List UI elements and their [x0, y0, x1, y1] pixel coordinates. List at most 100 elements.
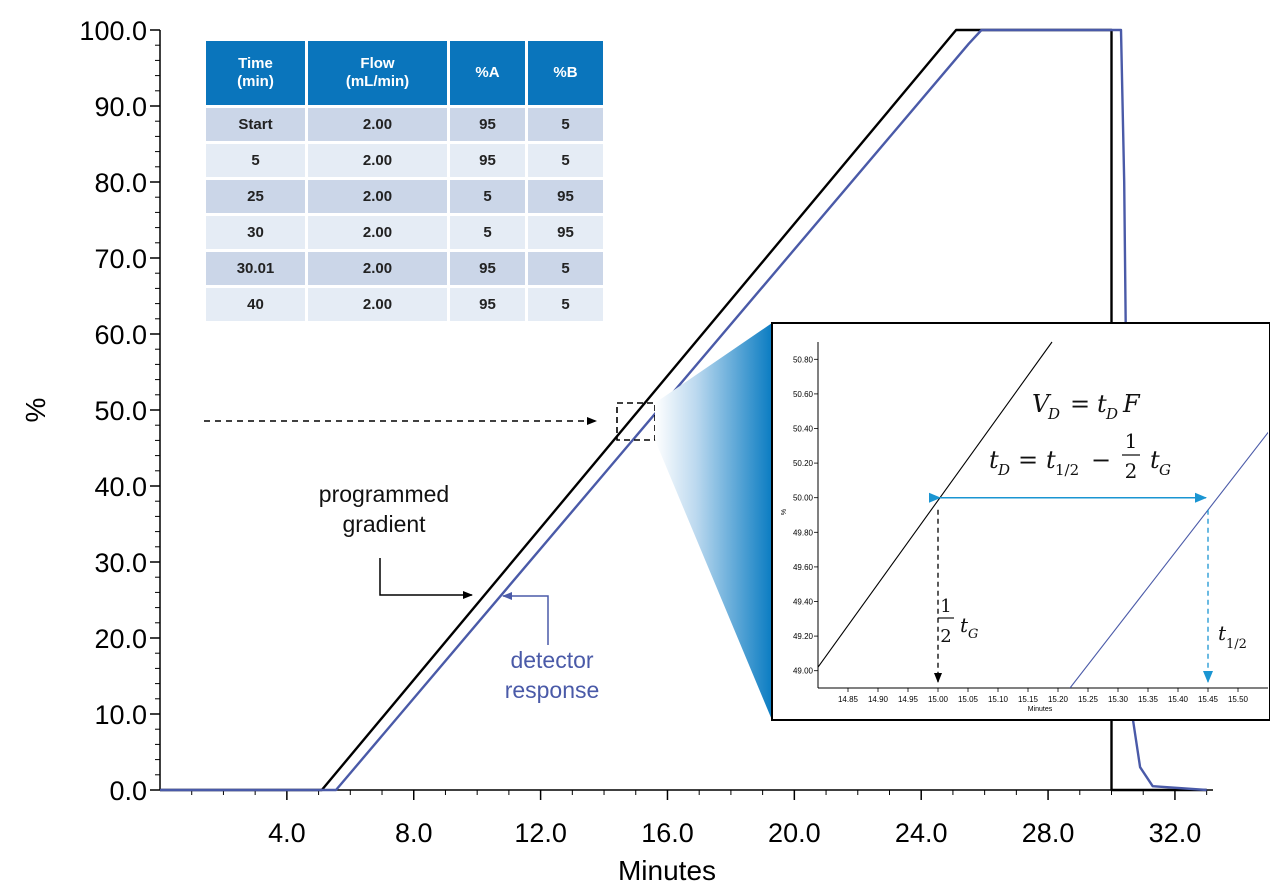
detector-response-arrow — [502, 592, 549, 645]
table-row: 30.01 2.00 95 5 — [206, 252, 603, 285]
programmed-gradient-label-line2: gradient — [342, 511, 426, 537]
x-tick-label: 12.0 — [514, 818, 567, 848]
inset-x-tick-label: 15.10 — [988, 695, 1009, 704]
svg-text:D: D — [997, 461, 1010, 479]
inset-series-line — [1069, 431, 1268, 688]
main-series — [160, 28, 1207, 792]
y-tick-label: 0.0 — [109, 776, 147, 806]
x-axis-title: Minutes — [618, 855, 716, 886]
svg-text:V: V — [1032, 390, 1052, 418]
header-percent-a: %A — [450, 41, 525, 105]
svg-text:t: t — [960, 613, 969, 637]
y-tick-label: 90.0 — [94, 92, 147, 122]
table-cell: 5 — [206, 144, 305, 177]
svg-text:1/2: 1/2 — [1055, 461, 1079, 479]
table-cell: 5 — [528, 288, 603, 321]
inset-x-tick-label: 15.15 — [1018, 695, 1039, 704]
inset-y-tick-label: 50.40 — [793, 425, 814, 434]
svg-text:D: D — [1047, 405, 1060, 423]
inset-series-line — [818, 341, 1053, 668]
table-cell: 2.00 — [308, 144, 447, 177]
table-cell: 5 — [528, 108, 603, 141]
svg-text:−: − — [1091, 446, 1111, 474]
table-cell: 2.00 — [308, 288, 447, 321]
y-tick-label: 80.0 — [94, 168, 147, 198]
inset-x-tick-label: 15.35 — [1138, 695, 1159, 704]
table-cell: 5 — [528, 252, 603, 285]
inset-series — [818, 341, 1268, 688]
y-tick-label: 70.0 — [94, 244, 147, 274]
svg-text:t: t — [989, 446, 999, 474]
svg-text:=: = — [1070, 390, 1090, 418]
series-line — [160, 28, 1207, 792]
x-tick-label: 4.0 — [268, 818, 306, 848]
inset-y-tick-label: 49.20 — [793, 632, 814, 641]
equation-vd: V D = t D F — [1032, 390, 1141, 423]
y-ticks: 0.0 10.0 20.0 30.0 40.0 50.0 60.0 70.0 80.0 90.0 1… — [79, 16, 160, 806]
table-cell: 2.00 — [308, 252, 447, 285]
zoom-funnel — [655, 323, 772, 720]
svg-text:t: t — [1150, 446, 1160, 474]
y-tick-label: 40.0 — [94, 472, 147, 502]
table-cell: Start — [206, 108, 305, 141]
inset-x-tick-label: 15.45 — [1198, 695, 1219, 704]
table-cell: 95 — [450, 108, 525, 141]
svg-text:t: t — [1218, 621, 1227, 645]
label-t-half: t 1/2 — [1218, 621, 1247, 652]
table-cell: 5 — [450, 180, 525, 213]
inset-x-tick-label: 15.05 — [958, 695, 979, 704]
x-tick-label: 16.0 — [641, 818, 694, 848]
inset-x-axis-title: Minutes — [1028, 706, 1053, 713]
svg-text:t: t — [1046, 446, 1056, 474]
table-cell: 30 — [206, 216, 305, 249]
table-cell: 40 — [206, 288, 305, 321]
table-row: Start 2.00 95 5 — [206, 108, 603, 141]
svg-text:F: F — [1122, 390, 1141, 418]
programmed-gradient-arrow — [379, 558, 473, 599]
header-percent-b: %B — [528, 41, 603, 105]
svg-text:1: 1 — [940, 596, 951, 617]
svg-text:1/2: 1/2 — [1226, 637, 1247, 652]
table-cell: 25 — [206, 180, 305, 213]
y-tick-label: 60.0 — [94, 320, 147, 350]
inset-y-tick-label: 50.60 — [793, 390, 814, 399]
table-cell: 2.00 — [308, 180, 447, 213]
inset-x-tick-label: 15.50 — [1228, 695, 1249, 704]
inset-y-tick-label: 50.20 — [793, 459, 814, 468]
inset-x-tick-label: 15.25 — [1078, 695, 1099, 704]
detector-response-label-line1: detector — [510, 647, 593, 673]
detector-response-label-line2: response — [505, 677, 600, 703]
inset-y-ticks: 49.00 49.20 49.40 49.60 49.80 50.00 50.20 50.40… — [793, 355, 818, 676]
table-cell: 2.00 — [308, 216, 447, 249]
y-tick-label: 10.0 — [94, 700, 147, 730]
inset-y-tick-label: 49.60 — [793, 563, 814, 572]
y-tick-label: 100.0 — [79, 16, 147, 46]
table-row: 25 2.00 5 95 — [206, 180, 603, 213]
table-cell: 95 — [450, 252, 525, 285]
svg-text:G: G — [968, 627, 978, 642]
inset-x-tick-label: 15.00 — [928, 695, 949, 704]
table-cell: 95 — [528, 180, 603, 213]
inset-y-tick-label: 50.80 — [793, 355, 814, 364]
svg-text:G: G — [1159, 461, 1171, 479]
x-tick-label: 28.0 — [1022, 818, 1075, 848]
svg-text:=: = — [1018, 446, 1038, 474]
table-cell: 5 — [528, 144, 603, 177]
svg-text:1: 1 — [1125, 429, 1138, 453]
table-row: 5 2.00 95 5 — [206, 144, 603, 177]
x-tick-label: 32.0 — [1149, 818, 1202, 848]
equation-td: t D = t 1/2 − 1 2 t G — [989, 429, 1171, 483]
inset-x-tick-label: 14.90 — [868, 695, 889, 704]
inset-x-tick-label: 14.95 — [898, 695, 919, 704]
inset-zoom-chart: 49.00 49.20 49.40 49.60 49.80 50.00 50.20 50.40… — [771, 322, 1270, 721]
inset-y-tick-label: 50.00 — [793, 494, 814, 503]
x-ticks: 4.0 8.0 12.0 16.0 20.0 24.0 28.0 32.0 — [191, 790, 1208, 848]
svg-text:t: t — [1097, 390, 1107, 418]
inset-y-tick-label: 49.80 — [793, 528, 814, 537]
inset-y-tick-label: 49.40 — [793, 598, 814, 607]
table-cell: 95 — [528, 216, 603, 249]
inset-y-tick-label: 49.00 — [793, 667, 814, 676]
gradient-table: Time (min) Flow (mL/min) %A %B Start 2.00 … — [203, 38, 606, 324]
inset-y-axis-title: % — [781, 509, 788, 515]
